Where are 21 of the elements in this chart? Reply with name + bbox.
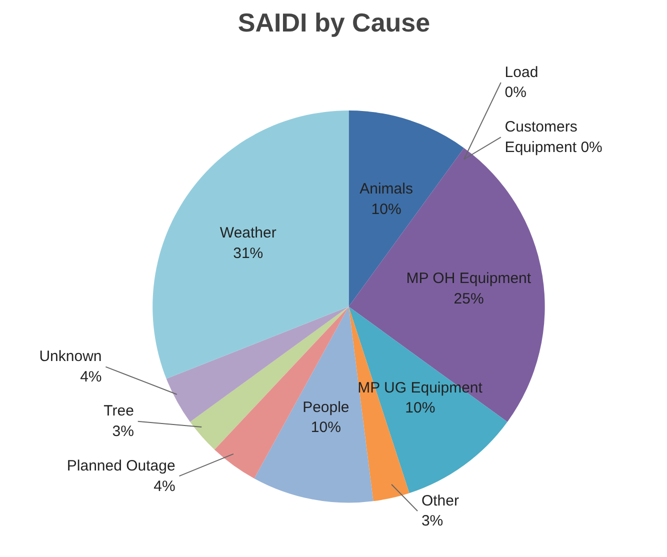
slice-label: Planned Outage [66, 457, 176, 474]
data-label: 4% [80, 368, 102, 386]
text: 0% [504, 84, 526, 102]
data-label: 10% [310, 419, 341, 436]
slice-label: Tree [104, 402, 134, 420]
data-label: 25% [454, 290, 484, 308]
slice-label: Weather [220, 224, 276, 242]
data-label: 31% [233, 244, 264, 262]
slice-label: People [302, 398, 350, 416]
slice-label: MP OH Equipment [406, 270, 532, 288]
slice-label: Animals [360, 180, 413, 198]
chart-title: SAIDI by Cause [238, 8, 430, 38]
data-label: 3% [112, 423, 134, 440]
data-label: 10% [371, 200, 402, 218]
data-label: 3% [421, 512, 444, 530]
data-label: 10% [405, 400, 436, 417]
slice-label: Unknown [39, 348, 102, 366]
slice-label: Other [421, 492, 459, 510]
category-label: Customers Equipment 0% [504, 118, 602, 156]
category-label: Load [504, 64, 538, 81]
data-label: 4% [154, 478, 176, 495]
